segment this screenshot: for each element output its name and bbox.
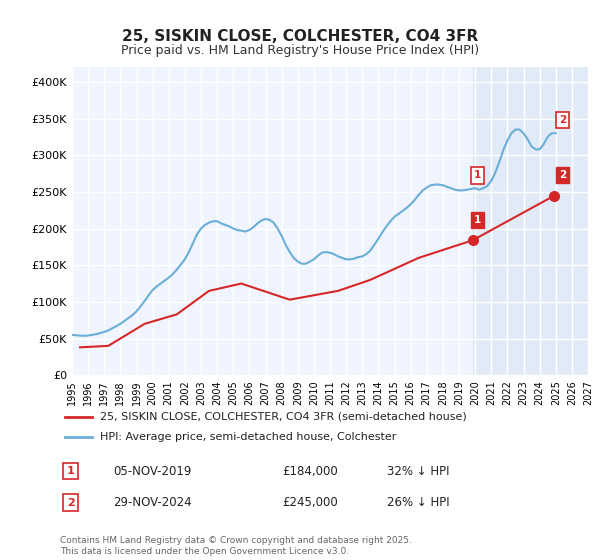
Text: 2: 2 [559, 170, 566, 180]
Text: 2: 2 [67, 498, 74, 507]
Text: 05-NOV-2019: 05-NOV-2019 [113, 465, 191, 478]
Text: 32% ↓ HPI: 32% ↓ HPI [388, 465, 450, 478]
Text: Contains HM Land Registry data © Crown copyright and database right 2025.
This d: Contains HM Land Registry data © Crown c… [60, 536, 412, 556]
Text: 1: 1 [474, 170, 481, 180]
Text: £184,000: £184,000 [282, 465, 338, 478]
Text: 1: 1 [474, 214, 481, 225]
Text: HPI: Average price, semi-detached house, Colchester: HPI: Average price, semi-detached house,… [100, 432, 396, 442]
Text: 26% ↓ HPI: 26% ↓ HPI [388, 496, 450, 509]
Text: 1: 1 [67, 466, 74, 476]
Text: Price paid vs. HM Land Registry's House Price Index (HPI): Price paid vs. HM Land Registry's House … [121, 44, 479, 57]
Bar [473, 67, 588, 375]
Text: 29-NOV-2024: 29-NOV-2024 [113, 496, 191, 509]
Text: £245,000: £245,000 [282, 496, 338, 509]
Text: 25, SISKIN CLOSE, COLCHESTER, CO4 3FR (semi-detached house): 25, SISKIN CLOSE, COLCHESTER, CO4 3FR (s… [100, 412, 466, 422]
Text: 25, SISKIN CLOSE, COLCHESTER, CO4 3FR: 25, SISKIN CLOSE, COLCHESTER, CO4 3FR [122, 29, 478, 44]
Text: 2: 2 [559, 115, 566, 125]
